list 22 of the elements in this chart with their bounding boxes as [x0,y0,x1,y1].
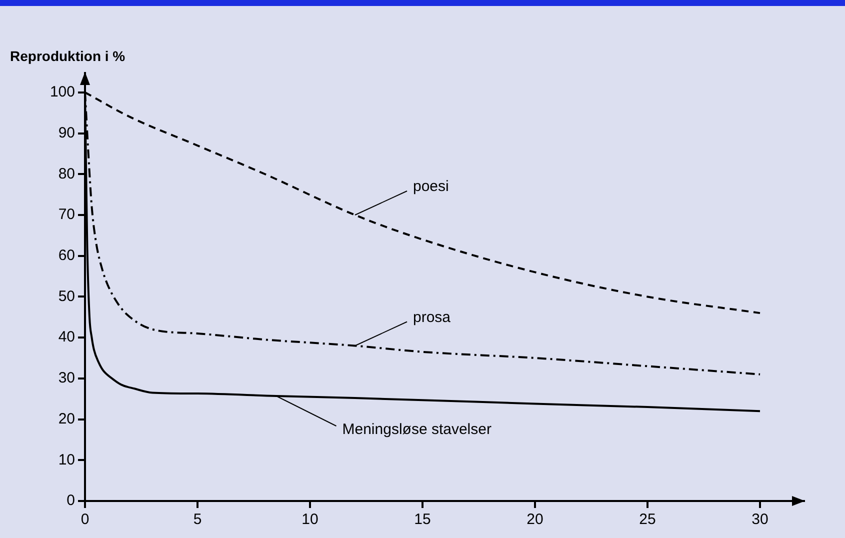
series-label: prosa [413,308,452,326]
y-tick-label: 40 [58,328,75,346]
x-tick-label: 20 [526,511,544,528]
y-tick-label: 20 [58,410,75,428]
y-tick-label: 10 [58,451,75,468]
y-tick-label: 0 [66,492,75,510]
x-tick-label: 15 [414,511,431,528]
y-tick-label: 80 [58,165,75,182]
y-tick-label: 70 [58,206,75,224]
x-tick-label: 25 [639,511,656,528]
x-tick-label: 5 [193,511,202,528]
y-tick-label: 100 [50,84,75,101]
y-tick-label: 60 [58,247,75,264]
y-tick-label: 30 [58,370,75,387]
x-tick-label: 10 [302,511,318,528]
y-tick-label: 90 [58,124,75,142]
y-axis-title: Reproduktion i % [10,48,126,64]
x-tick-label: 0 [80,511,90,528]
y-tick-label: 50 [58,288,75,305]
series-label: Meningsløse stavelser [342,421,492,438]
x-tick-label: 30 [752,511,768,528]
text: poesi [413,178,449,196]
